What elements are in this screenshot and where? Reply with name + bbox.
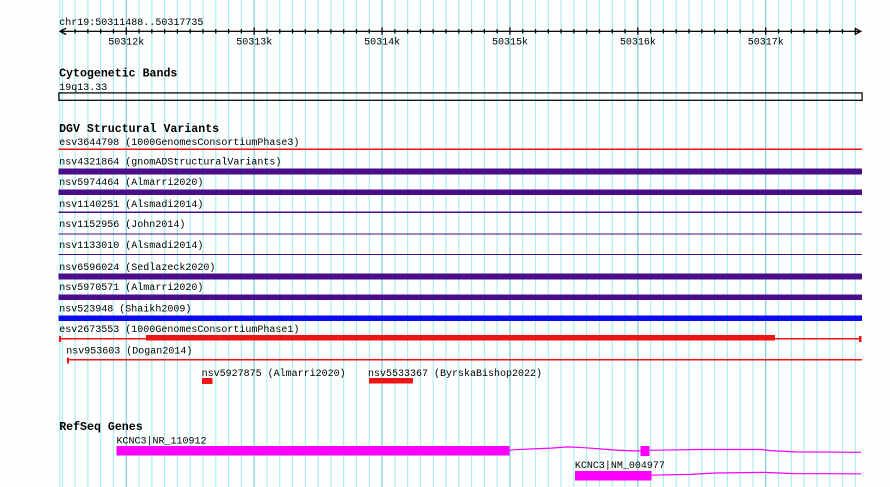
svg-text:50312k: 50312k [108, 36, 144, 48]
svg-text:nsv5533367 (ByrskaBishop2022): nsv5533367 (ByrskaBishop2022) [368, 368, 542, 380]
svg-text:nsv953603 (Dogan2014): nsv953603 (Dogan2014) [66, 346, 192, 358]
svg-text:50315k: 50315k [492, 36, 528, 48]
svg-text:esv2673553 (1000GenomesConsort: esv2673553 (1000GenomesConsortiumPhase1) [59, 324, 299, 336]
svg-text:50317k: 50317k [748, 36, 784, 48]
svg-text:50314k: 50314k [364, 36, 400, 48]
svg-text:chr19:50311488..50317735: chr19:50311488..50317735 [59, 17, 203, 29]
svg-text:nsv1140251 (Alsmadi2014): nsv1140251 (Alsmadi2014) [59, 199, 203, 211]
svg-text:50316k: 50316k [620, 36, 656, 48]
svg-text:RefSeq Genes: RefSeq Genes [59, 421, 143, 434]
svg-text:nsv1133010 (Alsmadi2014): nsv1133010 (Alsmadi2014) [59, 240, 203, 252]
svg-text:Cytogenetic Bands: Cytogenetic Bands [59, 67, 177, 80]
svg-text:nsv5970571 (Almarri2020): nsv5970571 (Almarri2020) [59, 282, 203, 294]
svg-text:nsv1152956 (John2014): nsv1152956 (John2014) [59, 219, 185, 231]
svg-text:DGV Structural Variants: DGV Structural Variants [59, 123, 219, 136]
svg-text:nsv6596024 (Sedlazeck2020): nsv6596024 (Sedlazeck2020) [59, 262, 215, 274]
svg-text:esv3644798 (1000GenomesConsort: esv3644798 (1000GenomesConsortiumPhase3) [59, 137, 299, 149]
svg-text:50313k: 50313k [236, 36, 272, 48]
svg-text:nsv5927875 (Almarri2020): nsv5927875 (Almarri2020) [202, 368, 346, 380]
svg-text:nsv5974464 (Almarri2020): nsv5974464 (Almarri2020) [59, 177, 203, 189]
svg-text:KCNC3|NM_004977: KCNC3|NM_004977 [575, 460, 665, 472]
svg-text:KCNC3|NR_110912: KCNC3|NR_110912 [117, 435, 207, 447]
svg-text:nsv523948 (Shaikh2009): nsv523948 (Shaikh2009) [59, 304, 191, 316]
svg-text:nsv4321864 (gnomADStructuralVa: nsv4321864 (gnomADStructuralVariants) [59, 157, 281, 169]
svg-text:19q13.33: 19q13.33 [59, 83, 107, 94]
